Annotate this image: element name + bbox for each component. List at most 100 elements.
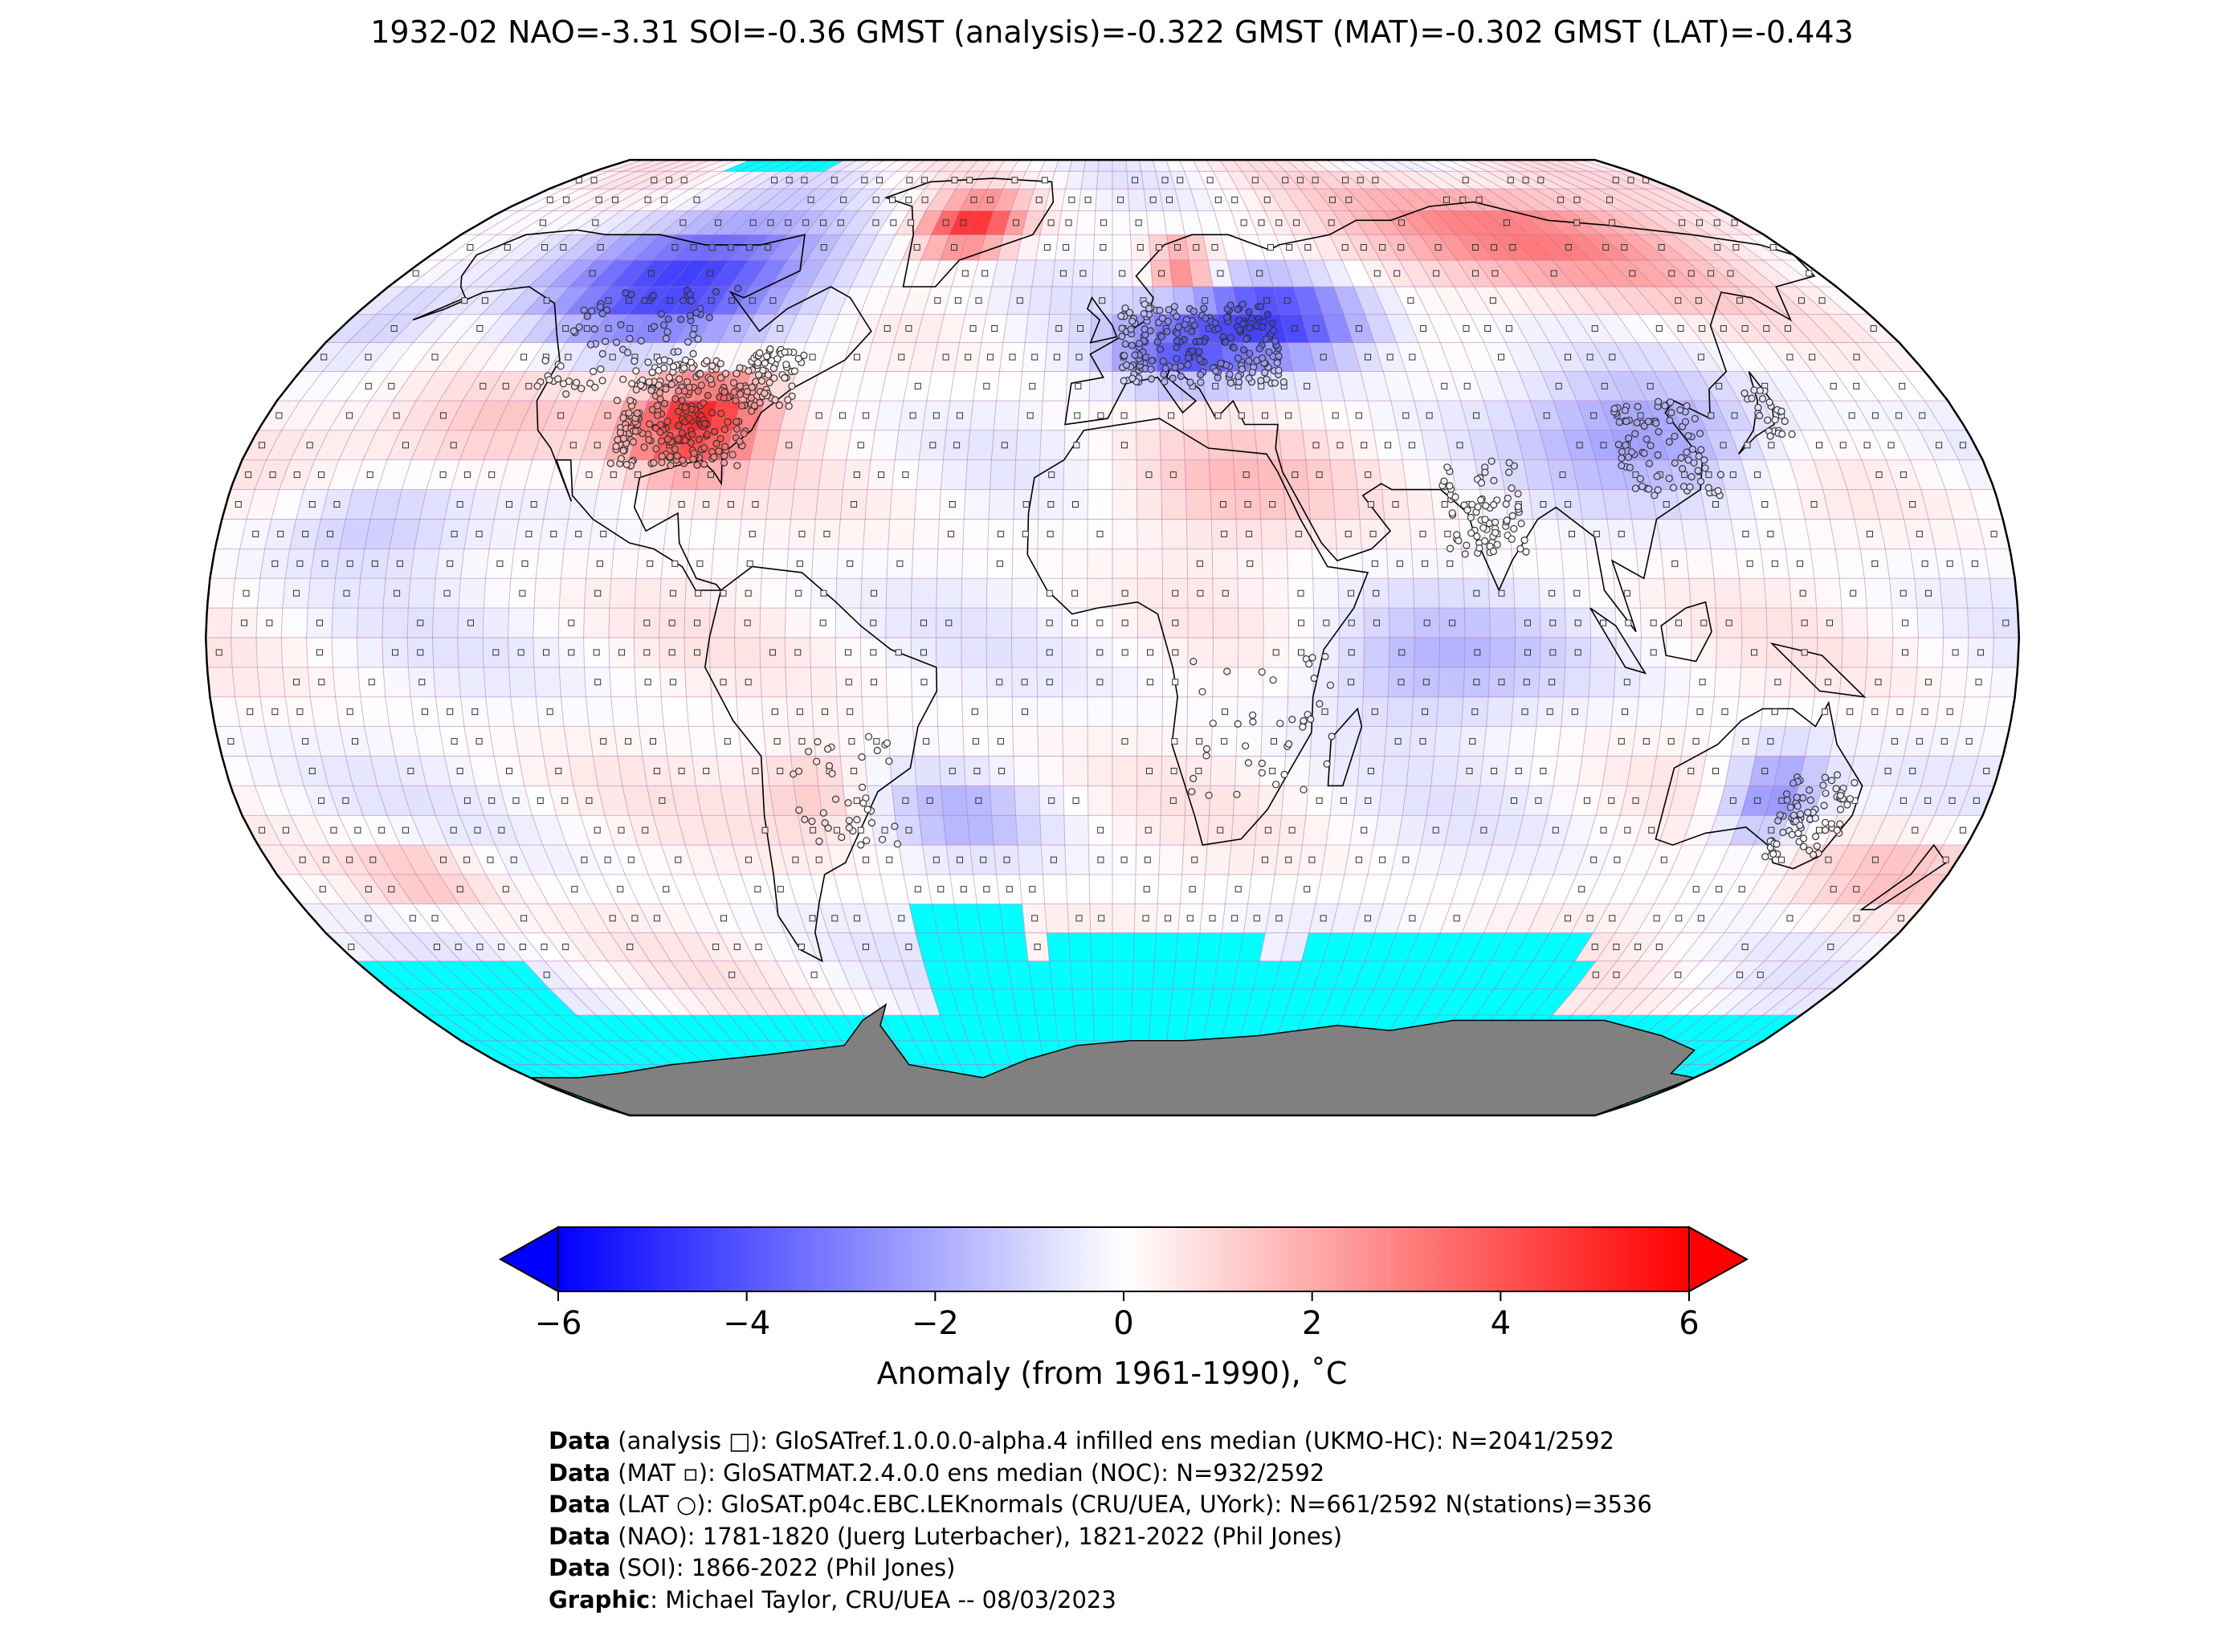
anomaly-cell (965, 459, 992, 490)
grid-marker (1946, 708, 1953, 716)
grid-marker (1623, 589, 1630, 597)
station-marker (1222, 338, 1230, 346)
grid-marker (1075, 382, 1082, 390)
anomaly-cell (307, 577, 336, 609)
station-marker (679, 296, 688, 304)
station-marker (1233, 790, 1241, 798)
grid-marker (1627, 177, 1634, 184)
grid-marker (543, 649, 549, 656)
grid-marker (1473, 589, 1480, 597)
anomaly-cell (1112, 549, 1138, 579)
grid-marker (872, 219, 879, 226)
station-marker (660, 399, 669, 408)
grid-marker (1408, 442, 1415, 449)
grid-marker (1912, 826, 1919, 834)
grid-marker (986, 196, 994, 203)
anomaly-cell (1087, 756, 1113, 786)
grid-marker (795, 589, 802, 597)
anomaly-cell (1068, 932, 1092, 961)
station-marker (596, 303, 605, 311)
grid-marker (720, 589, 727, 597)
station-marker (1480, 536, 1489, 545)
anomaly-cell (333, 667, 361, 698)
grid-marker (1272, 649, 1279, 656)
grid-marker (1386, 353, 1394, 361)
station-marker (625, 409, 633, 417)
anomaly-cell (634, 577, 662, 609)
grid-marker (1801, 649, 1808, 656)
station-marker (1804, 808, 1812, 817)
grid-marker (1394, 270, 1401, 277)
anomaly-cell (1175, 932, 1201, 961)
station-marker (1184, 361, 1192, 369)
station-marker (689, 349, 697, 358)
station-marker (1836, 791, 1845, 800)
colorbar-gradient (557, 1226, 1690, 1292)
grid-marker (1263, 297, 1271, 304)
grid-marker (1714, 244, 1721, 251)
grid-marker (1839, 442, 1847, 449)
anomaly-cell (734, 637, 761, 668)
grid-marker (690, 244, 697, 251)
anomaly-cell (1438, 637, 1466, 668)
anomaly-cell (1866, 637, 1894, 668)
station-marker (1642, 435, 1651, 443)
station-marker (1443, 463, 1451, 471)
station-marker (769, 365, 778, 373)
station-marker (732, 418, 741, 426)
grid-marker (643, 619, 651, 626)
grid-marker (1618, 738, 1625, 745)
anomaly-cell (1939, 577, 1968, 609)
station-marker (873, 746, 881, 755)
grid-marker (476, 325, 484, 332)
station-marker (1782, 789, 1791, 798)
grid-marker (765, 244, 772, 251)
anomaly-cell (1312, 577, 1340, 609)
grid-marker (708, 297, 715, 304)
grid-marker (771, 708, 778, 716)
station-marker (1202, 752, 1210, 760)
anomaly-cell (1789, 667, 1818, 698)
grid-marker (541, 944, 548, 950)
anomaly-cell (1088, 785, 1113, 816)
anomaly-cell (1581, 726, 1612, 757)
station-marker (686, 291, 694, 299)
station-marker (662, 334, 671, 343)
grid-marker (1422, 679, 1430, 686)
anomaly-cell (1063, 459, 1089, 490)
grid-marker (823, 530, 830, 537)
grid-marker (1660, 856, 1667, 863)
anomaly-cell (1037, 696, 1063, 727)
anomaly-cell (912, 519, 940, 549)
anomaly-cell (1159, 815, 1185, 846)
grid-marker (434, 944, 440, 950)
anomaly-cell (1286, 549, 1314, 579)
anomaly-cell (357, 637, 384, 668)
grid-marker (1576, 442, 1583, 449)
grid-marker (537, 797, 544, 804)
station-marker (1697, 477, 1705, 486)
anomaly-cell (1532, 726, 1562, 757)
station-marker (1614, 440, 1622, 449)
station-marker (645, 378, 653, 386)
anomaly-cell (937, 696, 964, 727)
grid-marker (745, 679, 752, 686)
station-marker (1793, 793, 1801, 802)
grid-marker (1754, 471, 1761, 479)
grid-marker (1870, 325, 1877, 332)
grid-marker (1863, 442, 1871, 449)
station-marker (1505, 459, 1513, 467)
grid-marker (1681, 471, 1688, 479)
grid-marker (1120, 856, 1128, 863)
grid-marker (1320, 915, 1327, 922)
anomaly-cell (1406, 756, 1434, 786)
station-marker (655, 389, 664, 397)
grid-marker (642, 826, 649, 834)
anomaly-cell (993, 400, 1020, 431)
station-marker (1463, 506, 1471, 514)
grid-marker (1348, 679, 1354, 686)
anomaly-cell (231, 667, 261, 698)
station-marker (1258, 354, 1267, 362)
station-marker (1202, 314, 1210, 322)
grid-marker (1668, 270, 1675, 277)
